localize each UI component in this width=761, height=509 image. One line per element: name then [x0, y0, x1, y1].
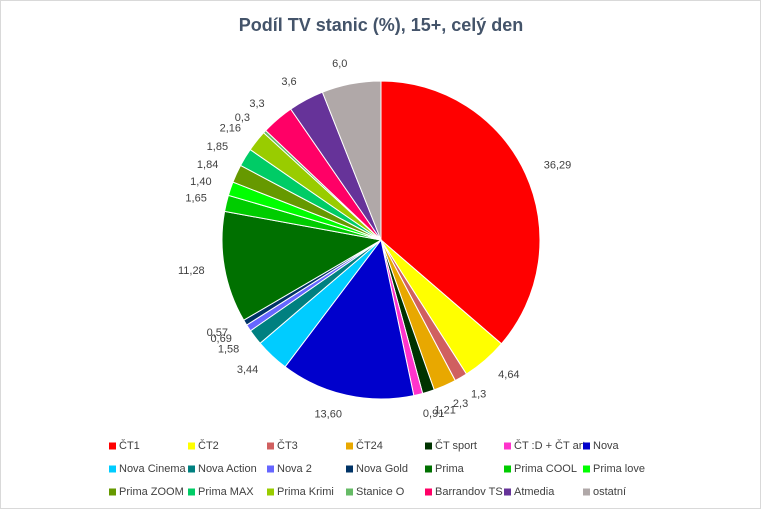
- legend-label: ČT2: [198, 439, 219, 452]
- legend-marker: [504, 442, 511, 450]
- legend-marker: [504, 488, 511, 496]
- legend-label: Prima COOL: [514, 463, 577, 475]
- data-label: 1,58: [218, 343, 239, 355]
- legend-marker: [425, 442, 432, 450]
- data-label: 0,91: [423, 408, 444, 420]
- data-label: 1,21: [434, 405, 455, 417]
- legend-marker: [504, 465, 511, 473]
- data-label: 11,28: [178, 265, 205, 277]
- pie-slice: [380, 80, 541, 345]
- legend-marker: [346, 442, 353, 450]
- legend-label: ČT1: [119, 439, 140, 452]
- legend-label: Prima MAX: [198, 486, 254, 498]
- legend-marker: [346, 488, 353, 496]
- legend-label: Nova Gold: [356, 463, 408, 475]
- legend-marker: [425, 465, 432, 473]
- data-label: 0,69: [210, 333, 231, 345]
- data-label: 3,6: [281, 76, 296, 88]
- legend-marker: [583, 442, 590, 450]
- data-label: 2,16: [220, 122, 241, 134]
- chart-title: Podíl TV stanic (%), 15+, celý den: [239, 15, 524, 35]
- data-label: 0,57: [207, 327, 228, 339]
- legend-label: ČT24: [356, 439, 383, 452]
- legend-marker: [267, 488, 274, 496]
- data-label: 36,29: [544, 159, 572, 171]
- data-label: 3,44: [237, 364, 258, 376]
- legend-marker: [188, 442, 195, 450]
- legend-label: Barrandov TS: [435, 486, 503, 498]
- data-label: 1,3: [471, 389, 486, 401]
- legend-marker: [583, 465, 590, 473]
- legend-marker: [188, 488, 195, 496]
- legend-label: ČT :D + ČT art: [514, 439, 585, 452]
- legend-label: Prima Krimi: [277, 486, 334, 498]
- data-label: 1,65: [185, 193, 206, 205]
- legend-label: ČT sport: [435, 439, 477, 452]
- legend-marker: [109, 442, 116, 450]
- data-label: 1,85: [207, 141, 228, 153]
- legend-label: Nova Action: [198, 463, 257, 475]
- legend-marker: [425, 488, 432, 496]
- legend-label: Prima ZOOM: [119, 486, 184, 498]
- legend-label: Prima love: [593, 463, 645, 475]
- legend-label: Prima: [435, 463, 465, 475]
- legend-marker: [267, 442, 274, 450]
- legend-marker: [267, 465, 274, 473]
- legend-marker: [346, 465, 353, 473]
- legend-marker: [583, 488, 590, 496]
- data-label: 13,60: [314, 409, 342, 421]
- legend-label: ostatní: [593, 486, 626, 498]
- pie-slice: [221, 210, 383, 321]
- data-label: 0,3: [235, 112, 250, 124]
- pie-slice: [321, 80, 382, 241]
- legend-label: Atmedia: [514, 486, 555, 498]
- legend-label: Nova Cinema: [119, 463, 187, 475]
- legend-marker: [188, 465, 195, 473]
- legend-marker: [109, 465, 116, 473]
- data-label: 2,3: [453, 398, 468, 410]
- legend-label: Stanice O: [356, 486, 405, 498]
- pie-slice: [284, 238, 415, 400]
- legend-label: ČT3: [277, 439, 298, 452]
- data-label: 4,64: [498, 369, 519, 381]
- data-label: 1,40: [190, 176, 211, 188]
- legend-label: Nova: [593, 440, 620, 452]
- legend-label: Nova 2: [277, 463, 312, 475]
- legend-marker: [109, 488, 116, 496]
- data-label: 6,0: [332, 58, 347, 70]
- data-label: 3,3: [249, 98, 264, 110]
- data-label: 1,84: [197, 159, 218, 171]
